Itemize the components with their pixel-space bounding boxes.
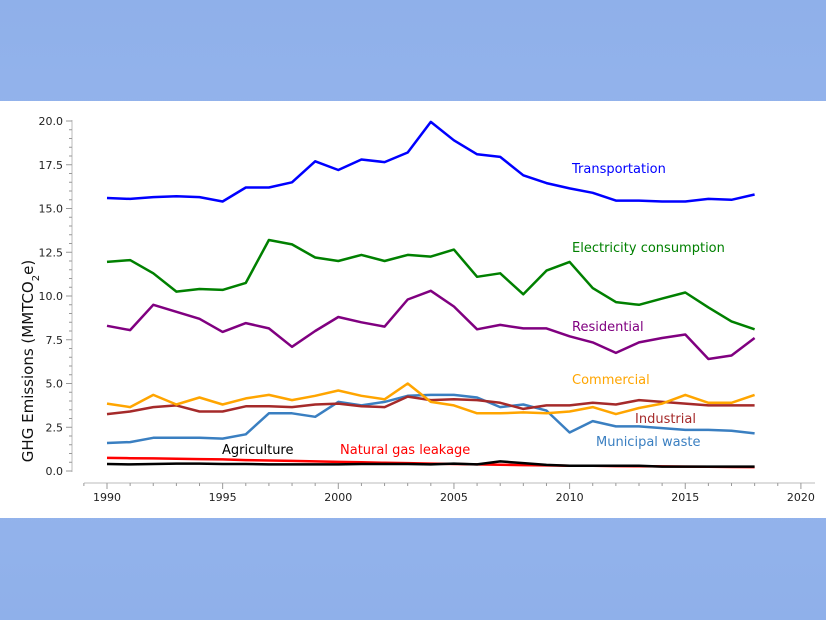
- x-tick-label: 2015: [671, 491, 699, 504]
- x-tick-label: 1995: [209, 491, 237, 504]
- blurred-background-top: [0, 0, 826, 100]
- x-tick-label: 2000: [324, 491, 352, 504]
- x-tick-label: 2010: [556, 491, 584, 504]
- y-tick-label: 5.0: [46, 378, 64, 391]
- series-label-electricity-consumption: Electricity consumption: [572, 241, 725, 256]
- series-label-residential: Residential: [572, 320, 644, 335]
- x-tick-label: 2020: [787, 491, 815, 504]
- y-tick-label: 17.5: [39, 159, 64, 172]
- series-line-municipal-waste: [106, 393, 755, 445]
- series-line-commercial: [106, 382, 756, 416]
- series-label-industrial: Industrial: [635, 412, 696, 427]
- y-tick-label: 12.5: [39, 246, 64, 259]
- y-tick-label: 0.0: [46, 465, 64, 478]
- series-line-residential: [106, 289, 756, 361]
- series-line-agriculture: [106, 460, 755, 468]
- y-tick-label: 15.0: [39, 203, 64, 216]
- series-label-agriculture: Agriculture: [222, 443, 294, 458]
- x-tick-label: 1990: [93, 491, 121, 504]
- blurred-background-bottom: [0, 518, 826, 620]
- y-tick-label: 10.0: [39, 290, 64, 303]
- y-tick-label: 7.5: [46, 334, 64, 347]
- series-line-transportation: [106, 120, 755, 203]
- series-line-industrial: [106, 395, 755, 416]
- series-label-municipal-waste: Municipal waste: [596, 435, 701, 450]
- y-tick-label: 20.0: [39, 115, 64, 128]
- series-label-natural-gas-leakage: Natural gas leakage: [340, 443, 470, 458]
- y-tick-label: 2.5: [46, 421, 64, 434]
- line-chart: 0.0 2.5 5.0 7.5 10.0 12.5 15.0 17.5 20.0 1990 1995…: [19, 115, 815, 504]
- series-label-transportation: Transportation: [571, 162, 666, 177]
- series-line-electricity-consumption: [106, 238, 756, 331]
- x-tick-label: 2005: [440, 491, 468, 504]
- series-label-commercial: Commercial: [572, 373, 650, 388]
- y-axis-label: GHG Emissions (MMTCO2e): [19, 260, 42, 462]
- chart-panel: 0.0 2.5 5.0 7.5 10.0 12.5 15.0 17.5 20.0 1990 1995…: [0, 101, 826, 518]
